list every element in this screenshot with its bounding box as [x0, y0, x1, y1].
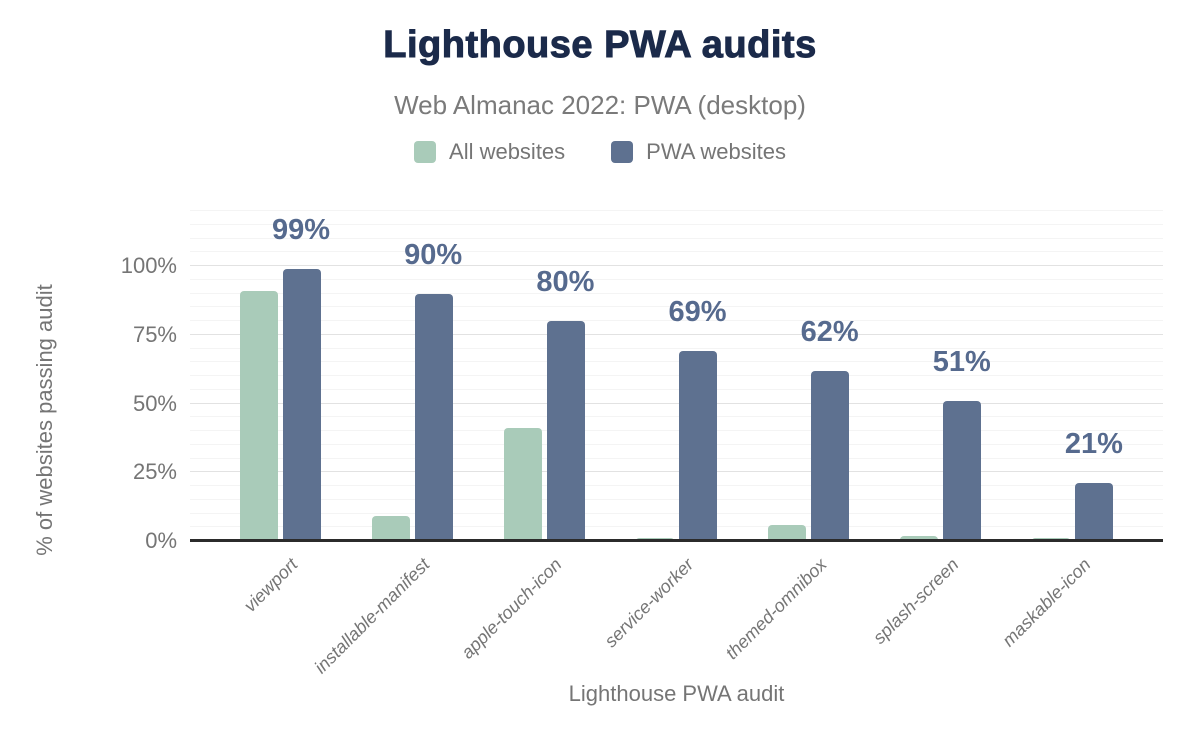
gridline	[190, 347, 1163, 349]
y-tick-label: 50%	[132, 390, 177, 416]
bars-band: 99% 90% 80% 69% 62% 51% 21%	[214, 211, 1139, 541]
legend-item-pwa-websites: PWA websites	[611, 139, 786, 165]
y-axis-ticks: 0% 25% 50% 75% 100%	[0, 0, 177, 742]
bar-pwa-websites	[943, 400, 982, 541]
bar-value-label: 80%	[536, 266, 595, 298]
x-category-label-text: maskable-icon	[998, 554, 1095, 651]
chart-title: Lighthouse PWA audits	[383, 24, 817, 67]
legend-label-all-websites: All websites	[449, 139, 566, 164]
y-tick-label: 25%	[132, 459, 177, 485]
gridline	[190, 361, 1163, 363]
bar-value-label: 62%	[800, 315, 859, 348]
gridline	[190, 457, 1163, 459]
bar-group: 99%	[214, 211, 346, 541]
gridline	[190, 526, 1163, 528]
bar-all-websites	[239, 290, 278, 541]
y-tick-label: 75%	[132, 321, 177, 347]
bar-pwa-websites	[678, 351, 717, 541]
x-axis-title: Lighthouse PWA audit	[568, 681, 785, 706]
gridline	[190, 237, 1163, 239]
bar-value-label: 21%	[1064, 428, 1123, 461]
bar-pwa-websites	[811, 370, 850, 541]
gridline	[190, 251, 1163, 253]
x-axis-labels: viewport installable-manifest apple-touch-…	[214, 541, 1139, 677]
legend: All websites PWA websites	[0, 139, 1200, 165]
gridline	[190, 375, 1163, 376]
gridline	[190, 402, 1163, 404]
gridline	[190, 443, 1163, 445]
gridline	[190, 498, 1163, 500]
legend-swatch-pwa-websites	[611, 141, 634, 163]
bar-all-websites	[768, 524, 807, 541]
bar-group: 51%	[875, 211, 1007, 541]
bar-pwa-websites	[414, 293, 453, 541]
gridline	[190, 333, 1163, 335]
bar-group: 62%	[743, 211, 875, 541]
bar-all-websites	[371, 516, 410, 541]
gridline	[190, 292, 1163, 294]
bar-value-label: 90%	[404, 238, 463, 271]
gridline	[190, 320, 1163, 321]
bar-value-label: 69%	[668, 296, 727, 329]
gridline	[190, 388, 1163, 390]
gridline	[190, 278, 1163, 280]
chart-subtitle: Web Almanac 2022: PWA (desktop)	[394, 90, 806, 120]
x-axis-baseline	[190, 539, 1163, 542]
bar-group: 90%	[346, 211, 478, 541]
bar-pwa-websites	[1075, 483, 1114, 541]
gridline	[190, 306, 1163, 308]
gridline	[190, 512, 1163, 514]
bar-all-websites	[900, 535, 939, 541]
bar-group: 21%	[1007, 211, 1139, 541]
gridline	[190, 265, 1163, 266]
legend-item-all-websites: All websites	[414, 139, 565, 165]
bar-value-label: 51%	[932, 345, 991, 378]
gridline	[190, 430, 1163, 431]
gridline	[190, 210, 1163, 211]
gridline	[190, 471, 1163, 473]
x-category-label: maskable-icon	[861, 554, 1094, 650]
bar-pwa-websites	[546, 321, 585, 541]
y-tick-label: 100%	[120, 253, 177, 278]
gridline	[190, 485, 1163, 486]
bar-all-websites	[503, 428, 542, 541]
bar-group: 69%	[610, 211, 742, 541]
gridline	[190, 223, 1163, 225]
gridline	[190, 416, 1163, 418]
legend-label-pwa-websites: PWA websites	[646, 139, 786, 164]
plot-area: 99% 90% 80% 69% 62% 51% 21%	[190, 210, 1163, 541]
bar-group: 80%	[478, 211, 610, 541]
legend-swatch-all-websites	[414, 141, 437, 163]
bar-pwa-websites	[282, 268, 321, 541]
bar-value-label: 99%	[272, 213, 331, 246]
y-tick-label: 0%	[145, 528, 177, 553]
